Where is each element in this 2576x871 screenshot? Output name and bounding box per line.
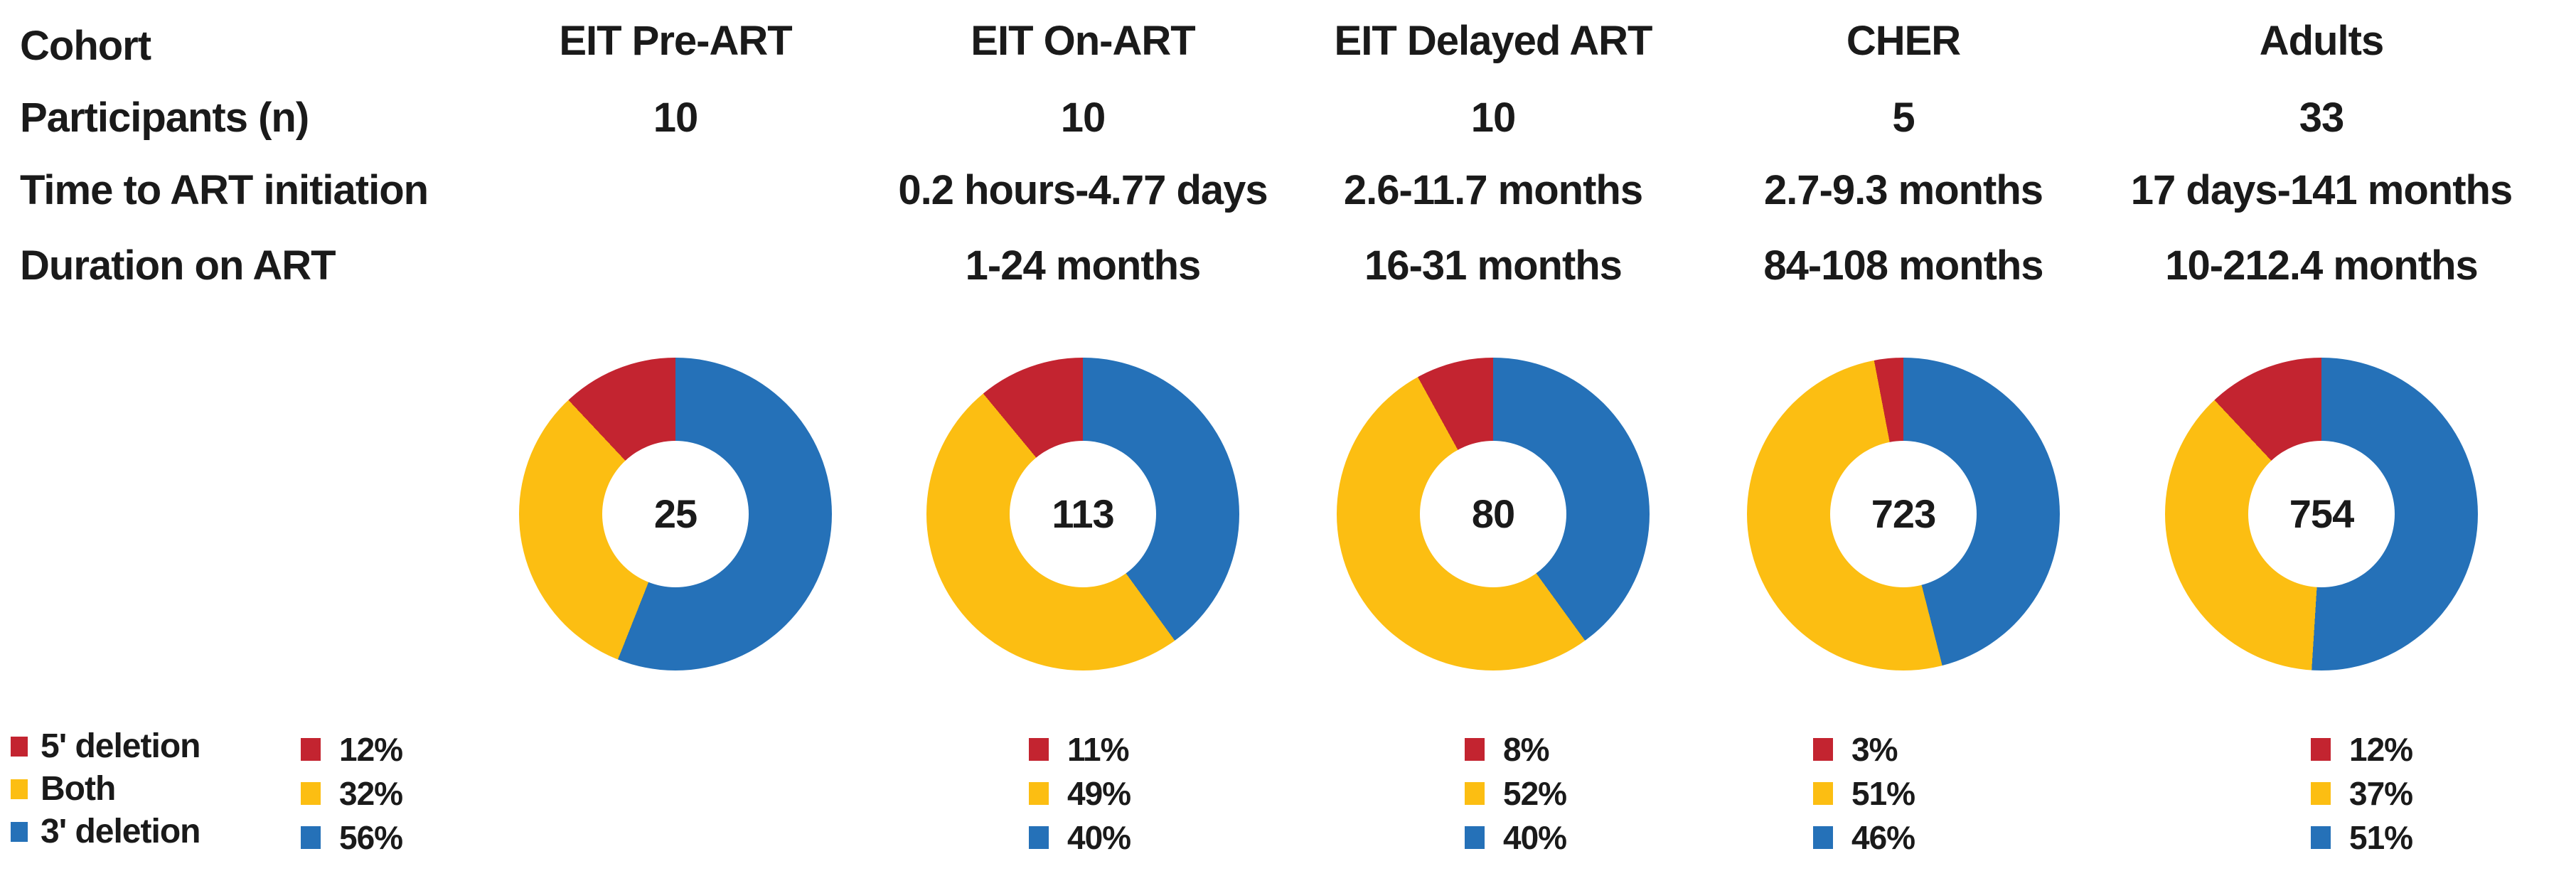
donut-chart: 754 xyxy=(2165,358,2478,670)
participants-value: 10 xyxy=(1060,95,1106,141)
donut-center-total: 113 xyxy=(1052,491,1114,536)
percent-5-prime-deletion: 8% xyxy=(1503,731,1549,768)
percent-5-prime-deletion: 3% xyxy=(1851,731,1898,768)
duration-value: 10-212.4 months xyxy=(2165,242,2479,289)
percent-row-3-prime: 56% xyxy=(301,819,403,856)
donut-center-total: 754 xyxy=(2289,491,2354,536)
time-to-art-value: 2.7-9.3 months xyxy=(1763,167,2043,213)
participants-value: 10 xyxy=(1470,95,1517,141)
legend-label: 3' deletion xyxy=(41,813,201,850)
yellow-swatch-icon xyxy=(1465,782,1485,805)
cohort-header: EIT Delayed ART xyxy=(1334,18,1653,64)
duration-value: 84-108 months xyxy=(1763,242,2043,289)
donut-hole: 80 xyxy=(1420,441,1566,587)
percent-3-prime-deletion: 51% xyxy=(2349,819,2413,856)
time-to-art-value: 0.2 hours-4.77 days xyxy=(898,167,1268,213)
percent-both: 32% xyxy=(339,775,403,812)
donut-hole: 754 xyxy=(2248,441,2395,587)
donut-hole: 113 xyxy=(1010,441,1156,587)
participants-value: 33 xyxy=(2299,95,2345,141)
percent-row-5-prime: 8% xyxy=(1465,732,1566,766)
percent-row-3-prime: 40% xyxy=(1465,819,1567,856)
percent-5-prime-deletion: 12% xyxy=(339,731,403,768)
percent-row-5-prime: 12% xyxy=(2311,731,2413,768)
cohort-header: CHER xyxy=(1846,18,1961,64)
time-to-art-value: 17 days-141 months xyxy=(2130,167,2513,213)
percent-row-5-prime: 11% xyxy=(1029,732,1131,766)
percent-3-prime-deletion: 56% xyxy=(339,819,403,856)
percent-3-prime-deletion: 40% xyxy=(1067,819,1131,856)
percent-row-3-prime: 40% xyxy=(1029,821,1131,855)
red-swatch-icon xyxy=(1465,738,1485,761)
donut-center-total: 80 xyxy=(1471,491,1515,536)
legend-label: Both xyxy=(41,770,116,808)
legend-label: 5' deletion xyxy=(41,727,201,765)
donut-chart: 25 xyxy=(519,358,832,670)
donut-center-total: 25 xyxy=(653,491,698,536)
legend: 5' deletion Both 3' deletion xyxy=(11,727,201,850)
blue-swatch-icon xyxy=(1813,826,1833,849)
percent-row-both: 37% xyxy=(2311,775,2413,812)
percent-row-3-prime: 46% xyxy=(1813,821,1915,855)
participants-value: 10 xyxy=(653,95,699,141)
percent-group: 8% 52% 40% xyxy=(1465,732,1567,856)
percent-row-both: 49% xyxy=(1029,776,1131,811)
percent-both: 37% xyxy=(2349,775,2413,812)
time-to-art-value: 2.6-11.7 months xyxy=(1343,167,1643,213)
row-label-cohort: Cohort xyxy=(20,23,151,69)
percent-group: 12% 37% 51% xyxy=(2311,731,2413,856)
blue-swatch-icon xyxy=(301,826,321,849)
row-label-duration: Duration on ART xyxy=(20,242,336,289)
percent-row-5-prime: 12% xyxy=(301,731,403,768)
legend-item-3-prime: 3' deletion xyxy=(11,813,201,850)
yellow-swatch-icon xyxy=(1029,782,1049,805)
red-swatch-icon xyxy=(2311,738,2331,761)
percent-both: 49% xyxy=(1067,775,1131,812)
percent-5-prime-deletion: 12% xyxy=(2349,731,2413,768)
yellow-swatch-icon xyxy=(2311,782,2331,805)
percent-both: 52% xyxy=(1503,775,1567,812)
percent-5-prime-deletion: 11% xyxy=(1067,731,1130,768)
blue-swatch-icon xyxy=(2311,826,2331,849)
percent-row-both: 51% xyxy=(1813,776,1915,811)
donut-chart: 80 xyxy=(1337,358,1650,670)
yellow-swatch-icon xyxy=(11,779,28,799)
percent-row-5-prime: 3% xyxy=(1813,732,1915,766)
donut-chart: 113 xyxy=(926,358,1239,670)
donut-chart: 723 xyxy=(1747,358,2060,670)
red-swatch-icon xyxy=(1029,738,1049,761)
percent-group: 12% 32% 56% xyxy=(301,731,403,856)
percent-both: 51% xyxy=(1851,775,1915,812)
cohort-header: Adults xyxy=(2259,18,2384,64)
yellow-swatch-icon xyxy=(301,782,321,805)
percent-row-both: 32% xyxy=(301,775,403,812)
percent-row-3-prime: 51% xyxy=(2311,819,2413,856)
duration-value: 1-24 months xyxy=(965,242,1202,289)
cohort-header: EIT Pre-ART xyxy=(559,18,792,64)
donut-center-total: 723 xyxy=(1871,491,1936,536)
cohort-header: EIT On-ART xyxy=(971,18,1195,64)
red-swatch-icon xyxy=(11,737,28,757)
donut-hole: 25 xyxy=(602,441,749,587)
donut-hole: 723 xyxy=(1830,441,1977,587)
percent-row-both: 52% xyxy=(1465,775,1567,812)
blue-swatch-icon xyxy=(1465,826,1485,849)
red-swatch-icon xyxy=(1813,738,1833,761)
blue-swatch-icon xyxy=(11,822,28,842)
percent-3-prime-deletion: 40% xyxy=(1503,819,1567,856)
duration-value: 16-31 months xyxy=(1364,242,1623,289)
percent-3-prime-deletion: 46% xyxy=(1851,819,1915,856)
percent-group: 3% 51% 46% xyxy=(1813,732,1915,855)
yellow-swatch-icon xyxy=(1813,782,1833,805)
percent-group: 11% 49% 40% xyxy=(1029,732,1131,855)
legend-item-both: Both xyxy=(11,772,200,806)
row-label-time-to-art: Time to ART initiation xyxy=(20,167,429,213)
blue-swatch-icon xyxy=(1029,826,1049,849)
legend-item-5-prime: 5' deletion xyxy=(11,727,201,765)
red-swatch-icon xyxy=(301,738,321,761)
row-label-participants: Participants (n) xyxy=(20,95,309,141)
participants-value: 5 xyxy=(1892,95,1915,141)
